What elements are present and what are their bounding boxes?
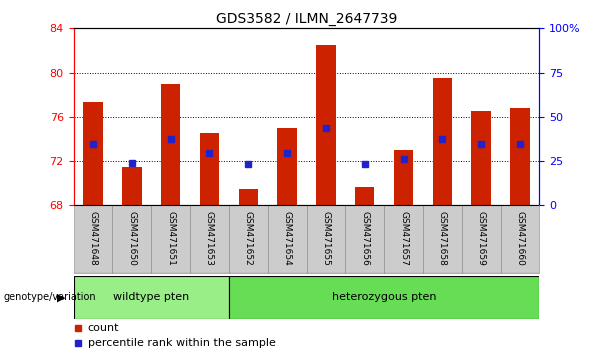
Text: GSM471658: GSM471658 <box>438 211 447 266</box>
Bar <box>268 205 306 273</box>
Bar <box>122 167 142 205</box>
Text: heterozygous pten: heterozygous pten <box>332 292 436 302</box>
Bar <box>74 205 112 273</box>
Bar <box>510 108 530 205</box>
Bar <box>394 150 413 205</box>
Bar <box>384 205 423 273</box>
Bar <box>161 84 180 205</box>
Text: GSM471653: GSM471653 <box>205 211 214 266</box>
Text: percentile rank within the sample: percentile rank within the sample <box>88 338 275 348</box>
Bar <box>471 111 491 205</box>
Bar <box>355 187 375 205</box>
Bar <box>112 205 151 273</box>
Text: GSM471659: GSM471659 <box>477 211 485 266</box>
Text: genotype/variation: genotype/variation <box>3 292 96 302</box>
Bar <box>74 276 229 319</box>
Text: GSM471656: GSM471656 <box>360 211 369 266</box>
Text: GSM471654: GSM471654 <box>283 211 292 266</box>
Text: count: count <box>88 322 119 332</box>
Text: GSM471652: GSM471652 <box>244 211 253 266</box>
Text: GSM471655: GSM471655 <box>321 211 330 266</box>
Text: GSM471651: GSM471651 <box>166 211 175 266</box>
Bar <box>345 205 384 273</box>
Text: ▶: ▶ <box>57 292 66 302</box>
Title: GDS3582 / ILMN_2647739: GDS3582 / ILMN_2647739 <box>216 12 397 26</box>
Text: GSM471650: GSM471650 <box>128 211 136 266</box>
Bar <box>306 205 345 273</box>
Bar <box>501 205 539 273</box>
Text: GSM471648: GSM471648 <box>88 211 97 266</box>
Bar <box>423 205 462 273</box>
Text: wildtype pten: wildtype pten <box>113 292 189 302</box>
Bar <box>316 45 336 205</box>
Bar <box>229 205 268 273</box>
Text: GSM471660: GSM471660 <box>516 211 525 266</box>
Bar <box>200 133 219 205</box>
Bar <box>462 205 501 273</box>
Text: GSM471657: GSM471657 <box>399 211 408 266</box>
Bar <box>190 205 229 273</box>
Bar <box>229 276 539 319</box>
Bar <box>238 189 258 205</box>
Bar <box>433 78 452 205</box>
Bar <box>278 128 297 205</box>
Bar <box>83 102 103 205</box>
Bar <box>151 205 190 273</box>
